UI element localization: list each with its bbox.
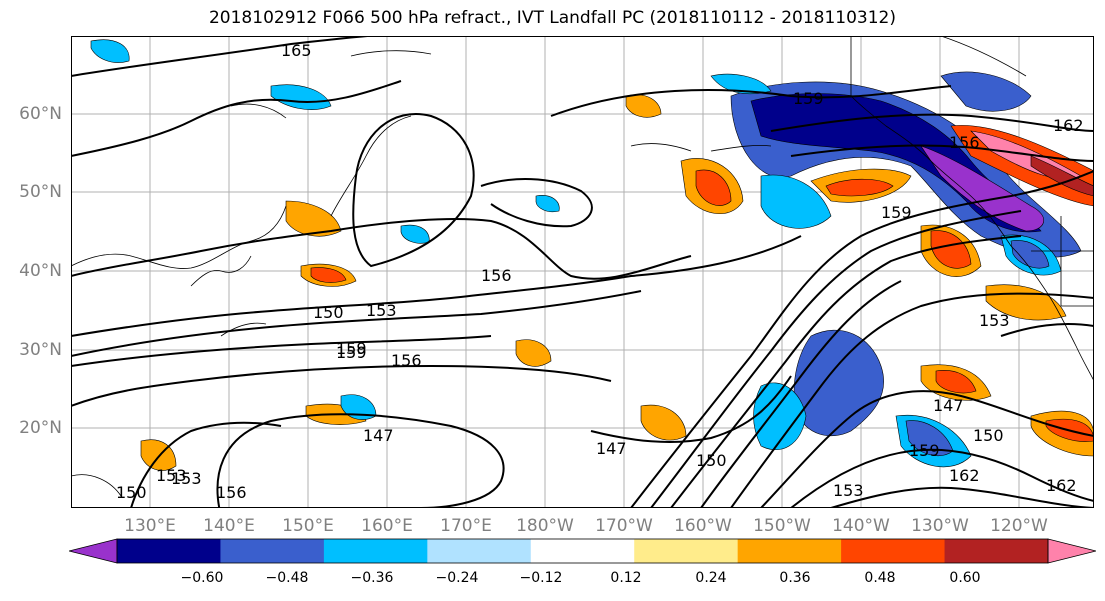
colorbar	[69, 538, 1096, 564]
lat-label: 30°N	[19, 340, 62, 360]
colorbar-tick-label: 0.48	[864, 570, 896, 586]
lon-label: 170°W	[595, 516, 653, 536]
lon-label: 150°W	[753, 516, 811, 536]
colorbar-tick-label: −0.60	[180, 570, 224, 586]
refractivity-shading	[90, 39, 1094, 471]
colorbar-tick-label: 0.24	[695, 570, 727, 586]
lon-label: 140°W	[832, 516, 890, 536]
colorbar-extend-high	[1047, 538, 1096, 564]
contour-label: 150	[696, 451, 727, 470]
contour-label: 150	[313, 303, 344, 322]
colorbar-outline	[116, 538, 1049, 564]
contour-label: 159	[909, 441, 940, 460]
colorbar-tick-label: −0.12	[519, 570, 563, 586]
coastlines	[71, 36, 1094, 497]
lat-label: 60°N	[19, 104, 62, 124]
lon-label: 180°W	[516, 516, 574, 536]
lon-label: 160°E	[361, 516, 413, 536]
lon-label: 130°W	[911, 516, 969, 536]
colorbar-swatch	[323, 539, 428, 563]
colorbar-tick-label: −0.36	[350, 570, 394, 586]
colorbar-tick-label: −0.24	[435, 570, 479, 586]
colorbar-swatch	[220, 539, 325, 563]
contour-label: 153	[833, 481, 864, 500]
colorbar-tick-label: 0.12	[610, 570, 642, 586]
colorbar-extend-low	[69, 538, 118, 564]
colorbar-tick-label: 0.60	[949, 570, 981, 586]
colorbar-swatch	[634, 539, 739, 563]
colorbar-swatch	[737, 539, 842, 563]
map-title: 2018102912 F066 500 hPa refract., IVT La…	[208, 8, 896, 28]
colorbar-swatch	[117, 539, 221, 563]
contour-label: 156	[391, 351, 422, 370]
contour-label: 159	[336, 343, 367, 362]
contour-label: 156	[481, 266, 512, 285]
colorbar-swatch	[530, 539, 635, 563]
lon-label: 140°E	[203, 516, 255, 536]
lon-label: 170°E	[440, 516, 492, 536]
colorbar-tick-label: 0.36	[779, 570, 811, 586]
lon-label: 160°W	[674, 516, 732, 536]
contour-label: 153	[171, 469, 202, 488]
contour-label: 159	[793, 89, 824, 108]
contour-label: 165	[281, 41, 312, 60]
colorbar-swatch	[944, 539, 1049, 563]
contour-label: 162	[949, 466, 980, 485]
contour-label: 153	[979, 311, 1010, 330]
contour-label: 147	[596, 439, 627, 458]
height-contours	[71, 36, 1094, 508]
contour-labels: 165 159 156 162 159 156 153 150 159 156 …	[116, 41, 1084, 502]
contour-label: 162	[1046, 476, 1077, 495]
map-panel: 165 159 156 162 159 156 153 150 159 156 …	[71, 36, 1094, 508]
contour-label: 150	[973, 426, 1004, 445]
lat-label: 20°N	[19, 418, 62, 438]
contour-label: 156	[949, 133, 980, 152]
contour-label: 147	[363, 426, 394, 445]
colorbar-swatch	[427, 539, 532, 563]
colorbar-tick-label: −0.48	[265, 570, 309, 586]
contour-label: 153	[156, 466, 187, 485]
contour-label: 153	[366, 301, 397, 320]
contour-label: 162	[1053, 116, 1084, 135]
map-canvas: 165 159 156 162 159 156 153 150 159 156 …	[71, 36, 1094, 508]
lat-label: 40°N	[19, 261, 62, 281]
lon-label: 120°W	[990, 516, 1048, 536]
contour-label: 159	[881, 203, 912, 222]
contour-label: 159	[336, 339, 367, 358]
lon-label: 130°E	[124, 516, 176, 536]
contour-label: 150	[116, 483, 147, 502]
contour-label: 156	[216, 483, 247, 502]
colorbar-swatch	[841, 539, 946, 563]
contour-label: 147	[933, 396, 964, 415]
lat-label: 50°N	[19, 182, 62, 202]
lon-label: 150°E	[282, 516, 334, 536]
